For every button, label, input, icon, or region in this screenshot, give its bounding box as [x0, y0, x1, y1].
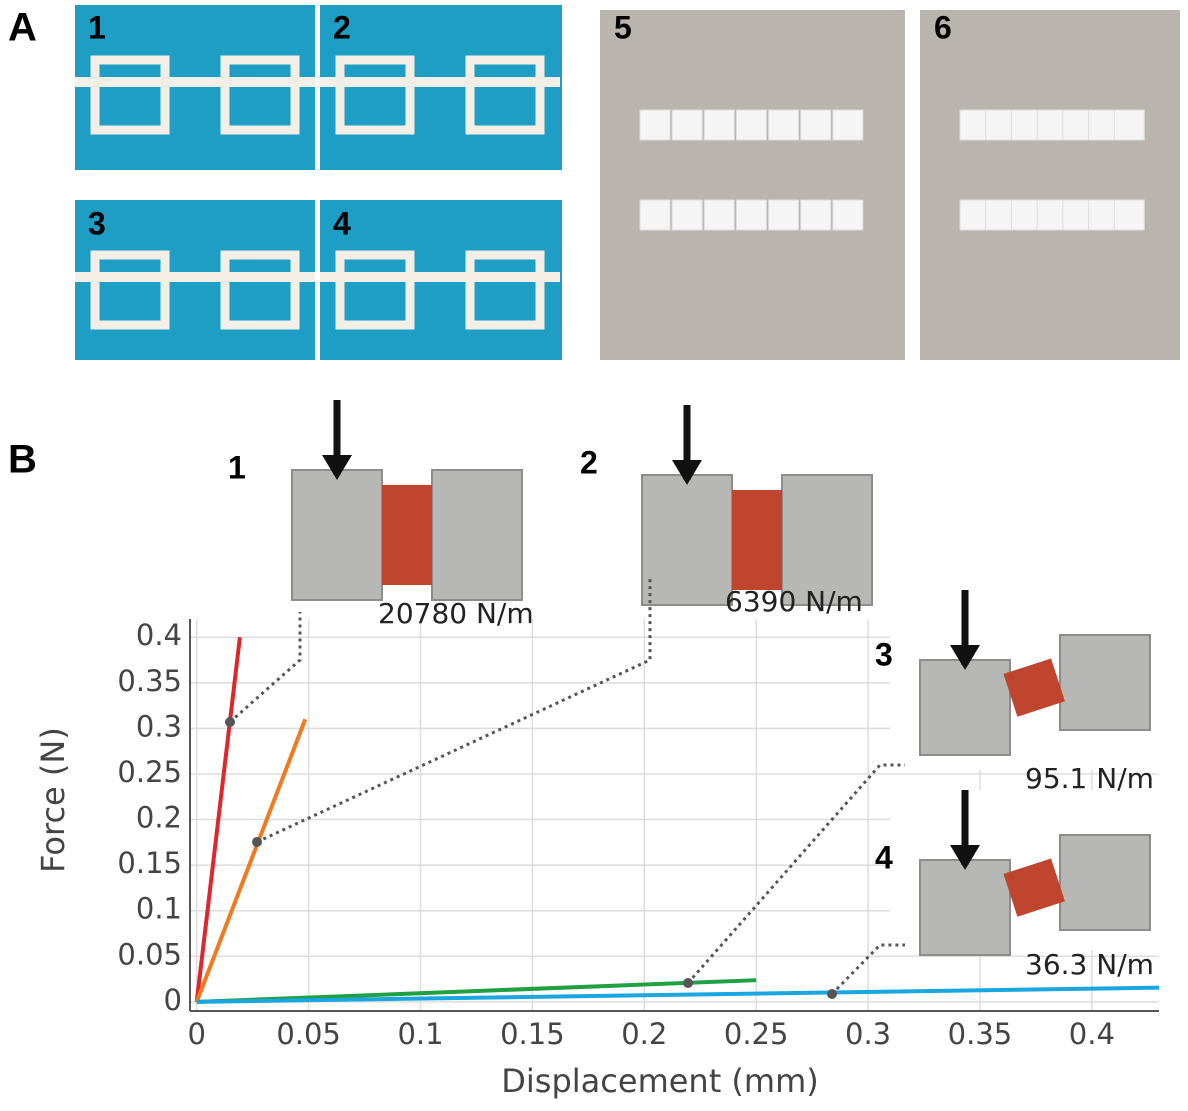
lattice-cell	[736, 200, 766, 230]
lattice-cell	[672, 110, 702, 140]
y-tick-label: 0.2	[136, 801, 182, 835]
leader-dot	[252, 837, 262, 847]
photo-panel	[75, 5, 1180, 360]
lattice-cell	[801, 200, 831, 230]
stiffness-label: 36.3 N/m	[1025, 948, 1154, 981]
x-tick-label: 0	[187, 1017, 205, 1051]
photo-label: 6	[934, 9, 952, 45]
x-tick-label: 0.25	[724, 1017, 789, 1051]
block	[920, 860, 1010, 955]
figure: A 1 2 3 4 5 6 B 0 0.05 0.1 0.15 0.2 0.25 0.3 0.…	[0, 0, 1188, 1107]
inset-number: 4	[875, 839, 893, 875]
inset-number: 1	[228, 449, 246, 485]
x-tick-label: 0.3	[845, 1017, 891, 1051]
rail	[75, 77, 315, 87]
leader	[688, 765, 905, 983]
y-tick-label: 0	[164, 983, 182, 1017]
lattice-cell	[704, 200, 734, 230]
lattice-cell	[833, 110, 863, 140]
y-tick-label: 0.25	[117, 755, 182, 789]
photo-label: 2	[333, 9, 351, 45]
x-tick-label: 0.2	[621, 1017, 667, 1051]
block	[432, 470, 522, 600]
connector	[732, 490, 782, 590]
insets	[262, 400, 1180, 955]
y-axis-title: Force (N)	[34, 727, 72, 873]
lattice-cell	[833, 200, 863, 230]
inset-number: 3	[875, 636, 893, 672]
lattice-cell	[640, 200, 670, 230]
leader-dot	[827, 989, 837, 999]
x-tick-label: 0.1	[397, 1017, 443, 1051]
lattice-cell	[1114, 200, 1144, 230]
block	[642, 475, 732, 605]
lattice-cell	[769, 110, 799, 140]
block	[292, 470, 382, 600]
rail	[320, 272, 560, 282]
x-axis-title: Displacement (mm)	[501, 1062, 818, 1100]
y-tick-label: 0.35	[117, 664, 182, 698]
y-tick-label: 0.15	[117, 846, 182, 880]
photo-label: 5	[614, 9, 632, 45]
photo-label: 4	[333, 205, 351, 241]
y-tick-label: 0.3	[136, 709, 182, 743]
lattice-cell	[801, 110, 831, 140]
rail	[75, 272, 315, 282]
photo	[600, 10, 905, 360]
stiffness-label: 20780 N/m	[378, 597, 534, 630]
lattice-cell	[769, 200, 799, 230]
lattice-cell	[640, 110, 670, 140]
panel-label: A	[8, 6, 37, 50]
lattice-cell	[736, 110, 766, 140]
x-tick-label: 0.05	[276, 1017, 341, 1051]
leaders	[230, 578, 905, 994]
leader-dot	[225, 717, 235, 727]
page: {"panels": {"a": {"label": "A", "photos"…	[0, 0, 1188, 1107]
block	[1060, 635, 1150, 730]
y-tick-label: 0.05	[117, 937, 182, 971]
rail	[320, 77, 560, 87]
photo	[320, 5, 562, 170]
leader-dot	[683, 978, 693, 988]
lattice-cell	[672, 200, 702, 230]
block	[920, 660, 1010, 755]
stiffness-label: 95.1 N/m	[1025, 762, 1154, 795]
panel-label: B	[8, 438, 37, 482]
inset-number: 2	[580, 444, 598, 480]
connector	[382, 485, 432, 585]
y-tick-label: 0.4	[136, 618, 182, 652]
block	[1060, 835, 1150, 930]
photo-label: 3	[88, 205, 106, 241]
leader	[230, 612, 300, 722]
photo	[920, 10, 1180, 360]
lattice-cell	[1114, 110, 1144, 140]
x-tick-label: 0.4	[1069, 1017, 1115, 1051]
y-tick-label: 0.1	[136, 892, 182, 926]
photo	[75, 5, 315, 170]
x-tick-label: 0.15	[500, 1017, 565, 1051]
lattice-cell	[704, 110, 734, 140]
x-tick-label: 0.35	[948, 1017, 1013, 1051]
stiffness-label: 6390 N/m	[725, 585, 863, 618]
photo-label: 1	[88, 9, 106, 45]
